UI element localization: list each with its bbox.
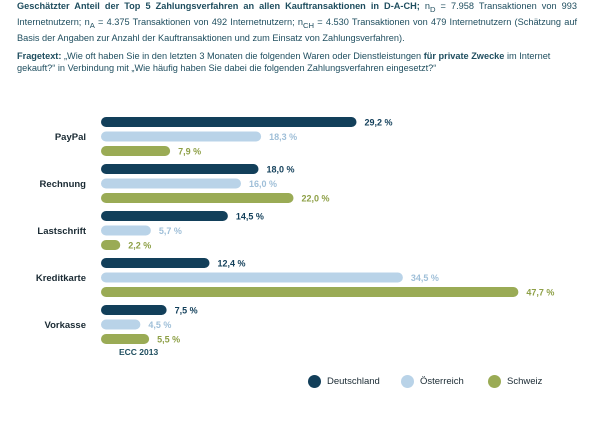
legend-label-oesterreich: Österreich	[420, 376, 464, 387]
chart-title: Geschätzter Anteil der Top 5 Zahlungsver…	[17, 1, 420, 11]
sample-size-ch: nCH = 4.530 Transaktionen von 479 Intern…	[297, 17, 512, 30]
value-label-lastschrift-deutschland: 14,5 %	[236, 212, 264, 222]
bar-paypal-schweiz	[101, 146, 171, 156]
legend-label-deutschland: Deutschland	[327, 376, 380, 387]
chart-header: Geschätzter Anteil der Top 5 Zahlungsver…	[17, 0, 577, 44]
sample-size-a: nA = 4.375 Transaktionen von 492 Interne…	[84, 17, 298, 30]
bar-kreditkarte-deutschland	[101, 258, 210, 268]
source-label: ECC 2013	[119, 347, 159, 357]
value-label-kreditkarte-schweiz: 47,7 %	[526, 288, 554, 298]
category-label-paypal: PayPal	[55, 132, 86, 143]
bar-rechnung-deutschland	[101, 164, 259, 174]
question-emphasis: für private Zwecke	[423, 51, 505, 61]
bar-lastschrift-oesterreich	[101, 225, 151, 236]
question-part1: „Wie oft haben Sie in den letzten 3 Mona…	[61, 51, 424, 61]
category-label-vorkasse: Vorkasse	[44, 320, 86, 331]
bar-rechnung-schweiz	[101, 193, 294, 203]
category-label-lastschrift: Lastschrift	[37, 226, 86, 237]
value-label-rechnung-deutschland: 18,0 %	[267, 165, 295, 175]
sample-size-d: nD = 7.958 Transaktionen von 993 Interne…	[17, 1, 577, 28]
bar-kreditkarte-schweiz	[101, 287, 519, 297]
value-label-paypal-schweiz: 7,9 %	[178, 147, 201, 157]
estimation-note: (Schätzung auf Basis der Angaben zur Anz…	[17, 17, 578, 44]
legend-item-schweiz: Schweiz	[488, 375, 542, 388]
value-label-kreditkarte-oesterreich: 34,5 %	[411, 273, 439, 283]
legend-item-oesterreich: Österreich	[401, 375, 464, 388]
bar-vorkasse-deutschland	[101, 305, 167, 315]
value-label-vorkasse-oesterreich: 4,5 %	[148, 320, 171, 330]
bar-lastschrift-schweiz	[101, 240, 121, 250]
value-label-lastschrift-schweiz: 2,2 %	[128, 241, 151, 251]
value-label-vorkasse-schweiz: 5,5 %	[157, 335, 180, 345]
bar-lastschrift-deutschland	[101, 211, 228, 221]
question-text: Fragetext: „Wie oft haben Sie in den let…	[17, 50, 579, 74]
bar-paypal-oesterreich	[101, 131, 262, 142]
legend-item-deutschland: Deutschland	[308, 375, 380, 388]
value-label-paypal-deutschland: 29,2 %	[365, 118, 393, 128]
question-part2: im Internet gekauft?“ in Verbindung mit …	[17, 51, 551, 74]
value-label-rechnung-schweiz: 22,0 %	[302, 194, 330, 204]
legend-swatch-oesterreich	[401, 375, 414, 388]
bar-kreditkarte-oesterreich	[101, 272, 403, 283]
bar-paypal-deutschland	[101, 117, 357, 127]
value-label-lastschrift-oesterreich: 5,7 %	[159, 226, 182, 236]
legend-swatch-schweiz	[488, 375, 501, 388]
value-label-kreditkarte-deutschland: 12,4 %	[218, 259, 246, 269]
legend-swatch-deutschland	[308, 375, 321, 388]
bar-vorkasse-schweiz	[101, 334, 150, 344]
bar-rechnung-oesterreich	[101, 178, 241, 189]
question-lead: Fragetext:	[17, 51, 62, 61]
category-label-rechnung: Rechnung	[40, 179, 87, 190]
category-label-kreditkarte: Kreditkarte	[36, 273, 86, 284]
value-label-rechnung-oesterreich: 16,0 %	[249, 179, 277, 189]
legend-label-schweiz: Schweiz	[507, 376, 543, 387]
value-label-paypal-oesterreich: 18,3 %	[269, 132, 297, 142]
value-label-vorkasse-deutschland: 7,5 %	[175, 306, 198, 316]
bar-vorkasse-oesterreich	[101, 319, 141, 330]
